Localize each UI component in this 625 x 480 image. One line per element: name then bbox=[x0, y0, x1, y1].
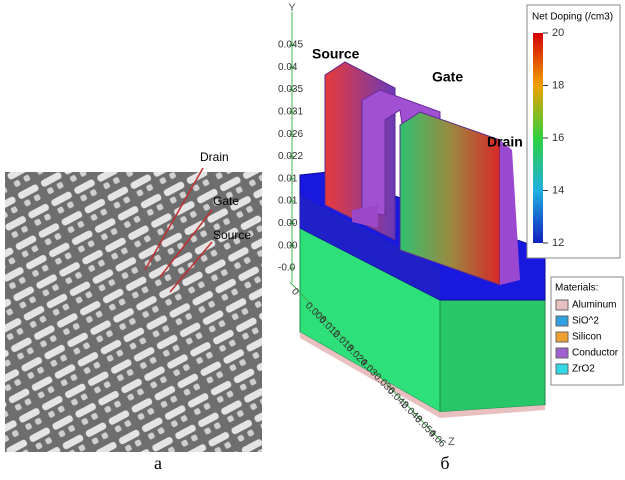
z-tick-label: 0.06 bbox=[426, 428, 448, 450]
label: Gate bbox=[213, 194, 239, 208]
caption: б bbox=[440, 453, 449, 473]
label: Drain bbox=[200, 150, 229, 164]
label: Gate bbox=[432, 69, 463, 85]
swatch bbox=[556, 364, 568, 374]
colorbar-tick-label: 20 bbox=[552, 27, 564, 39]
materials-title: Materials: bbox=[555, 283, 598, 294]
material-label: Silicon bbox=[572, 332, 601, 343]
colorbar bbox=[533, 33, 543, 243]
y-tick-label: 0.01 bbox=[278, 173, 298, 184]
y-tick-label: 0.045 bbox=[278, 40, 303, 51]
y-tick-label: 0.035 bbox=[278, 84, 303, 95]
y-tick-label: 0.00 bbox=[278, 218, 298, 229]
colorbar-tick-label: 18 bbox=[552, 79, 564, 91]
swatch bbox=[556, 348, 568, 358]
material-label: Conductor bbox=[572, 348, 619, 359]
y-tick-label: 0.026 bbox=[278, 129, 303, 140]
swatch bbox=[556, 332, 568, 342]
y-tick-label: -0.0 bbox=[278, 263, 296, 274]
colorbar-title: Net Doping (/cm3) bbox=[532, 12, 613, 23]
figure: Drain Gate Source а Source Gate Drain Y … bbox=[0, 0, 625, 480]
caption: а bbox=[154, 453, 162, 473]
swatch bbox=[556, 316, 568, 326]
label: Source bbox=[312, 46, 360, 62]
material-label: ZrO2 bbox=[572, 364, 595, 375]
sem-image bbox=[5, 172, 262, 452]
material-label: SiO^2 bbox=[572, 316, 599, 327]
colorbar-tick-label: 16 bbox=[552, 132, 564, 144]
material-label: Aluminum bbox=[572, 300, 616, 311]
colorbar-tick-label: 14 bbox=[552, 184, 564, 196]
y-tick-label: 0.031 bbox=[278, 107, 303, 118]
y-tick-label: 0.022 bbox=[278, 151, 303, 162]
y-tick-label: 0.04 bbox=[278, 62, 298, 73]
colorbar-tick-label: 12 bbox=[552, 237, 564, 249]
substrate-side bbox=[440, 300, 545, 412]
drain-side bbox=[500, 140, 520, 285]
axis-label: Y bbox=[288, 2, 296, 14]
y-tick-label: 0.01 bbox=[278, 196, 298, 207]
swatch bbox=[556, 300, 568, 310]
axis-label: Z bbox=[448, 436, 455, 448]
label: Source bbox=[213, 228, 251, 242]
y-tick-label: 0.00 bbox=[278, 240, 298, 251]
label: Drain bbox=[487, 134, 523, 150]
